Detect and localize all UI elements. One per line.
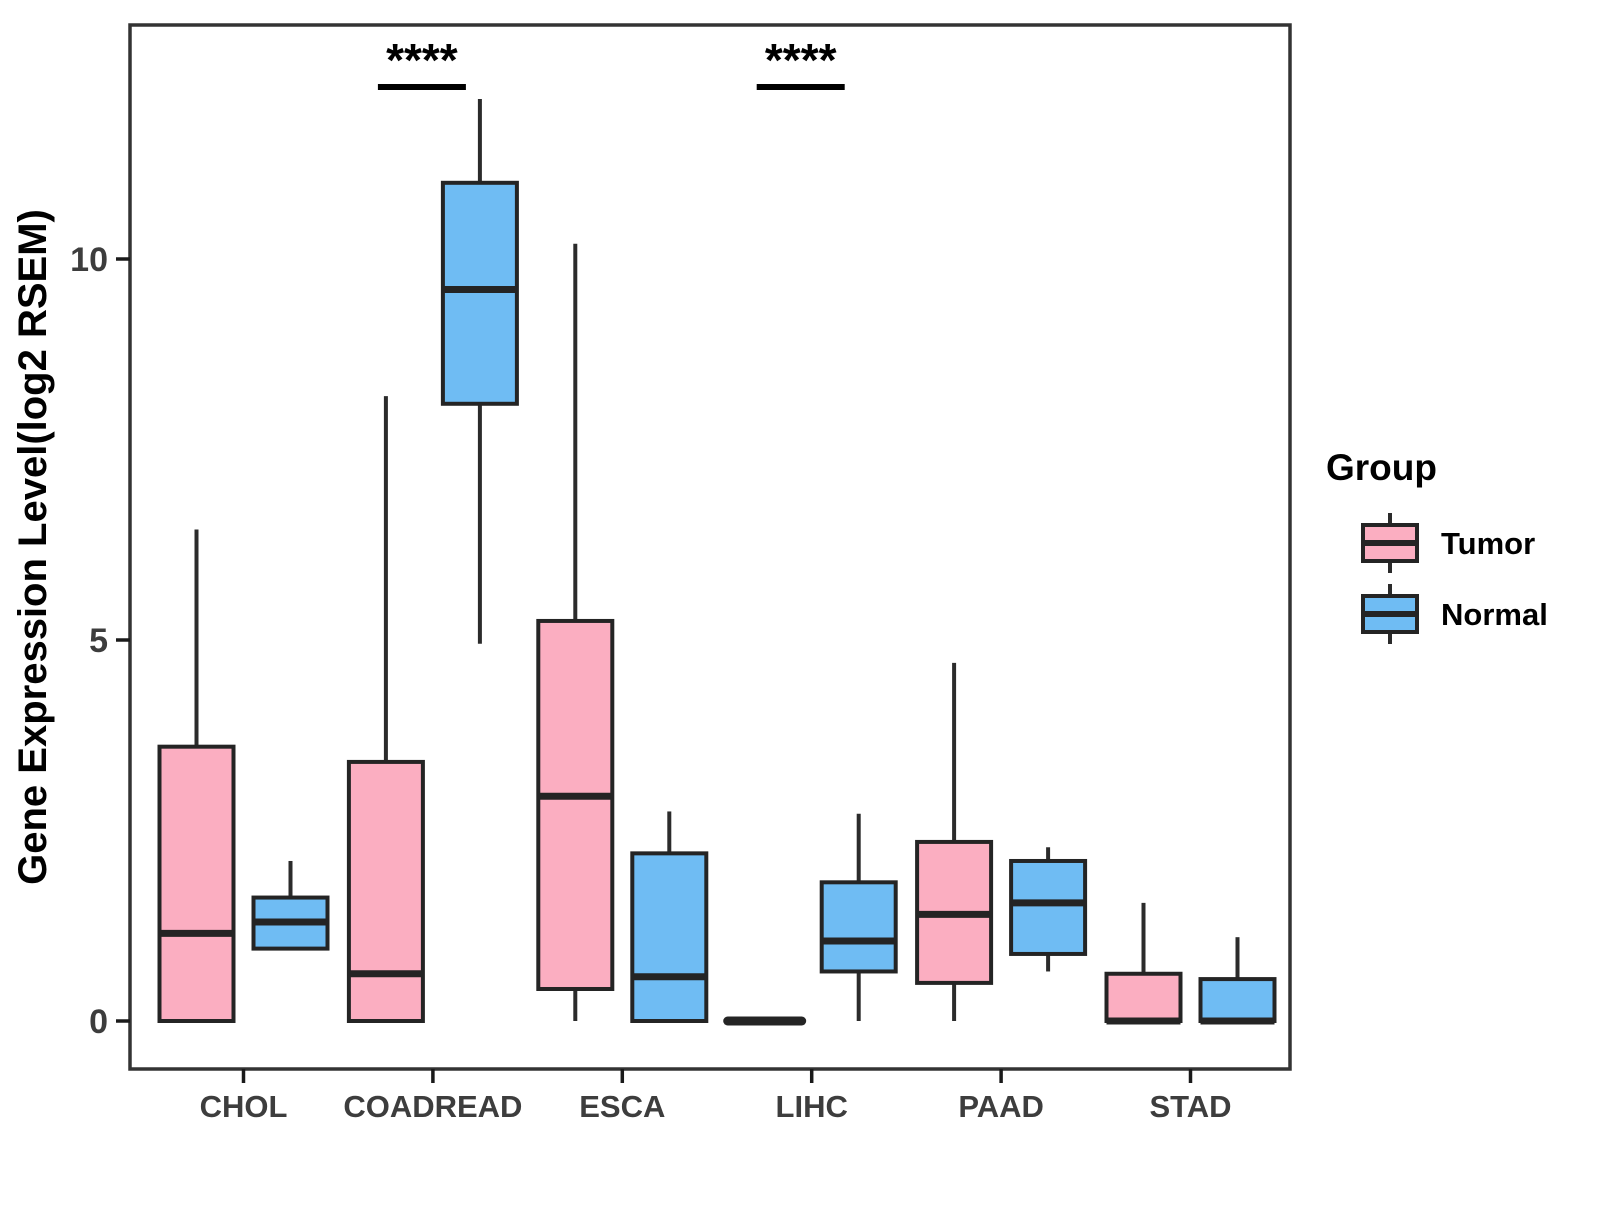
x-axis-label-CHOL: CHOL <box>200 1089 288 1124</box>
panel-border <box>128 23 1292 1071</box>
legend-label-Tumor: Tumor <box>1441 526 1535 561</box>
iqr-box <box>346 759 425 1023</box>
iqr-box <box>536 618 615 991</box>
iqr-box <box>440 180 519 406</box>
boxplot-Tumor-CHOL <box>157 529 236 1023</box>
significance-stars-LIHC: **** <box>765 34 837 86</box>
x-axis-label-STAD: STAD <box>1149 1089 1231 1124</box>
x-axis-label-ESCA: ESCA <box>579 1089 665 1124</box>
iqr-box <box>1198 977 1277 1024</box>
boxplot-Normal-PAAD <box>1009 847 1088 972</box>
significance-bar-LIHC <box>756 84 845 90</box>
boxplot-Normal-ESCA <box>630 811 709 1023</box>
significance-bar-COADREAD <box>377 84 466 90</box>
boxplot-Normal-STAD <box>1198 937 1277 1025</box>
iqr-box <box>1104 971 1183 1023</box>
legend-label-Normal: Normal <box>1441 597 1548 632</box>
iqr-box <box>630 851 709 1023</box>
boxplot-Tumor-ESCA <box>536 243 615 1021</box>
iqr-box <box>819 880 898 974</box>
y-axis-tick-label: 5 <box>89 622 108 660</box>
y-axis-tick-label: 0 <box>89 1003 108 1041</box>
boxplot-Normal-COADREAD <box>440 98 519 644</box>
legend-title: Group <box>1326 447 1437 488</box>
boxplot-Normal-LIHC <box>819 813 898 1021</box>
iqr-box <box>157 744 236 1023</box>
boxplot-Tumor-STAD <box>1104 902 1183 1025</box>
legend-key-Normal: Normal <box>1361 584 1548 644</box>
significance-stars-COADREAD: **** <box>386 34 458 86</box>
y-axis-tick-label: 10 <box>70 241 108 279</box>
x-axis-label-PAAD: PAAD <box>958 1089 1044 1124</box>
y-axis-title: Gene Expression Level(log2 RSEM) <box>11 209 55 885</box>
x-axis-label-LIHC: LIHC <box>776 1089 848 1124</box>
boxplot-Tumor-COADREAD <box>346 396 425 1023</box>
legend-key-Tumor: Tumor <box>1361 513 1535 573</box>
iqr-box <box>1009 858 1088 956</box>
boxplot-Normal-CHOL <box>251 860 330 951</box>
x-axis-label-COADREAD: COADREAD <box>343 1089 522 1124</box>
boxplot-Tumor-PAAD <box>915 662 994 1021</box>
